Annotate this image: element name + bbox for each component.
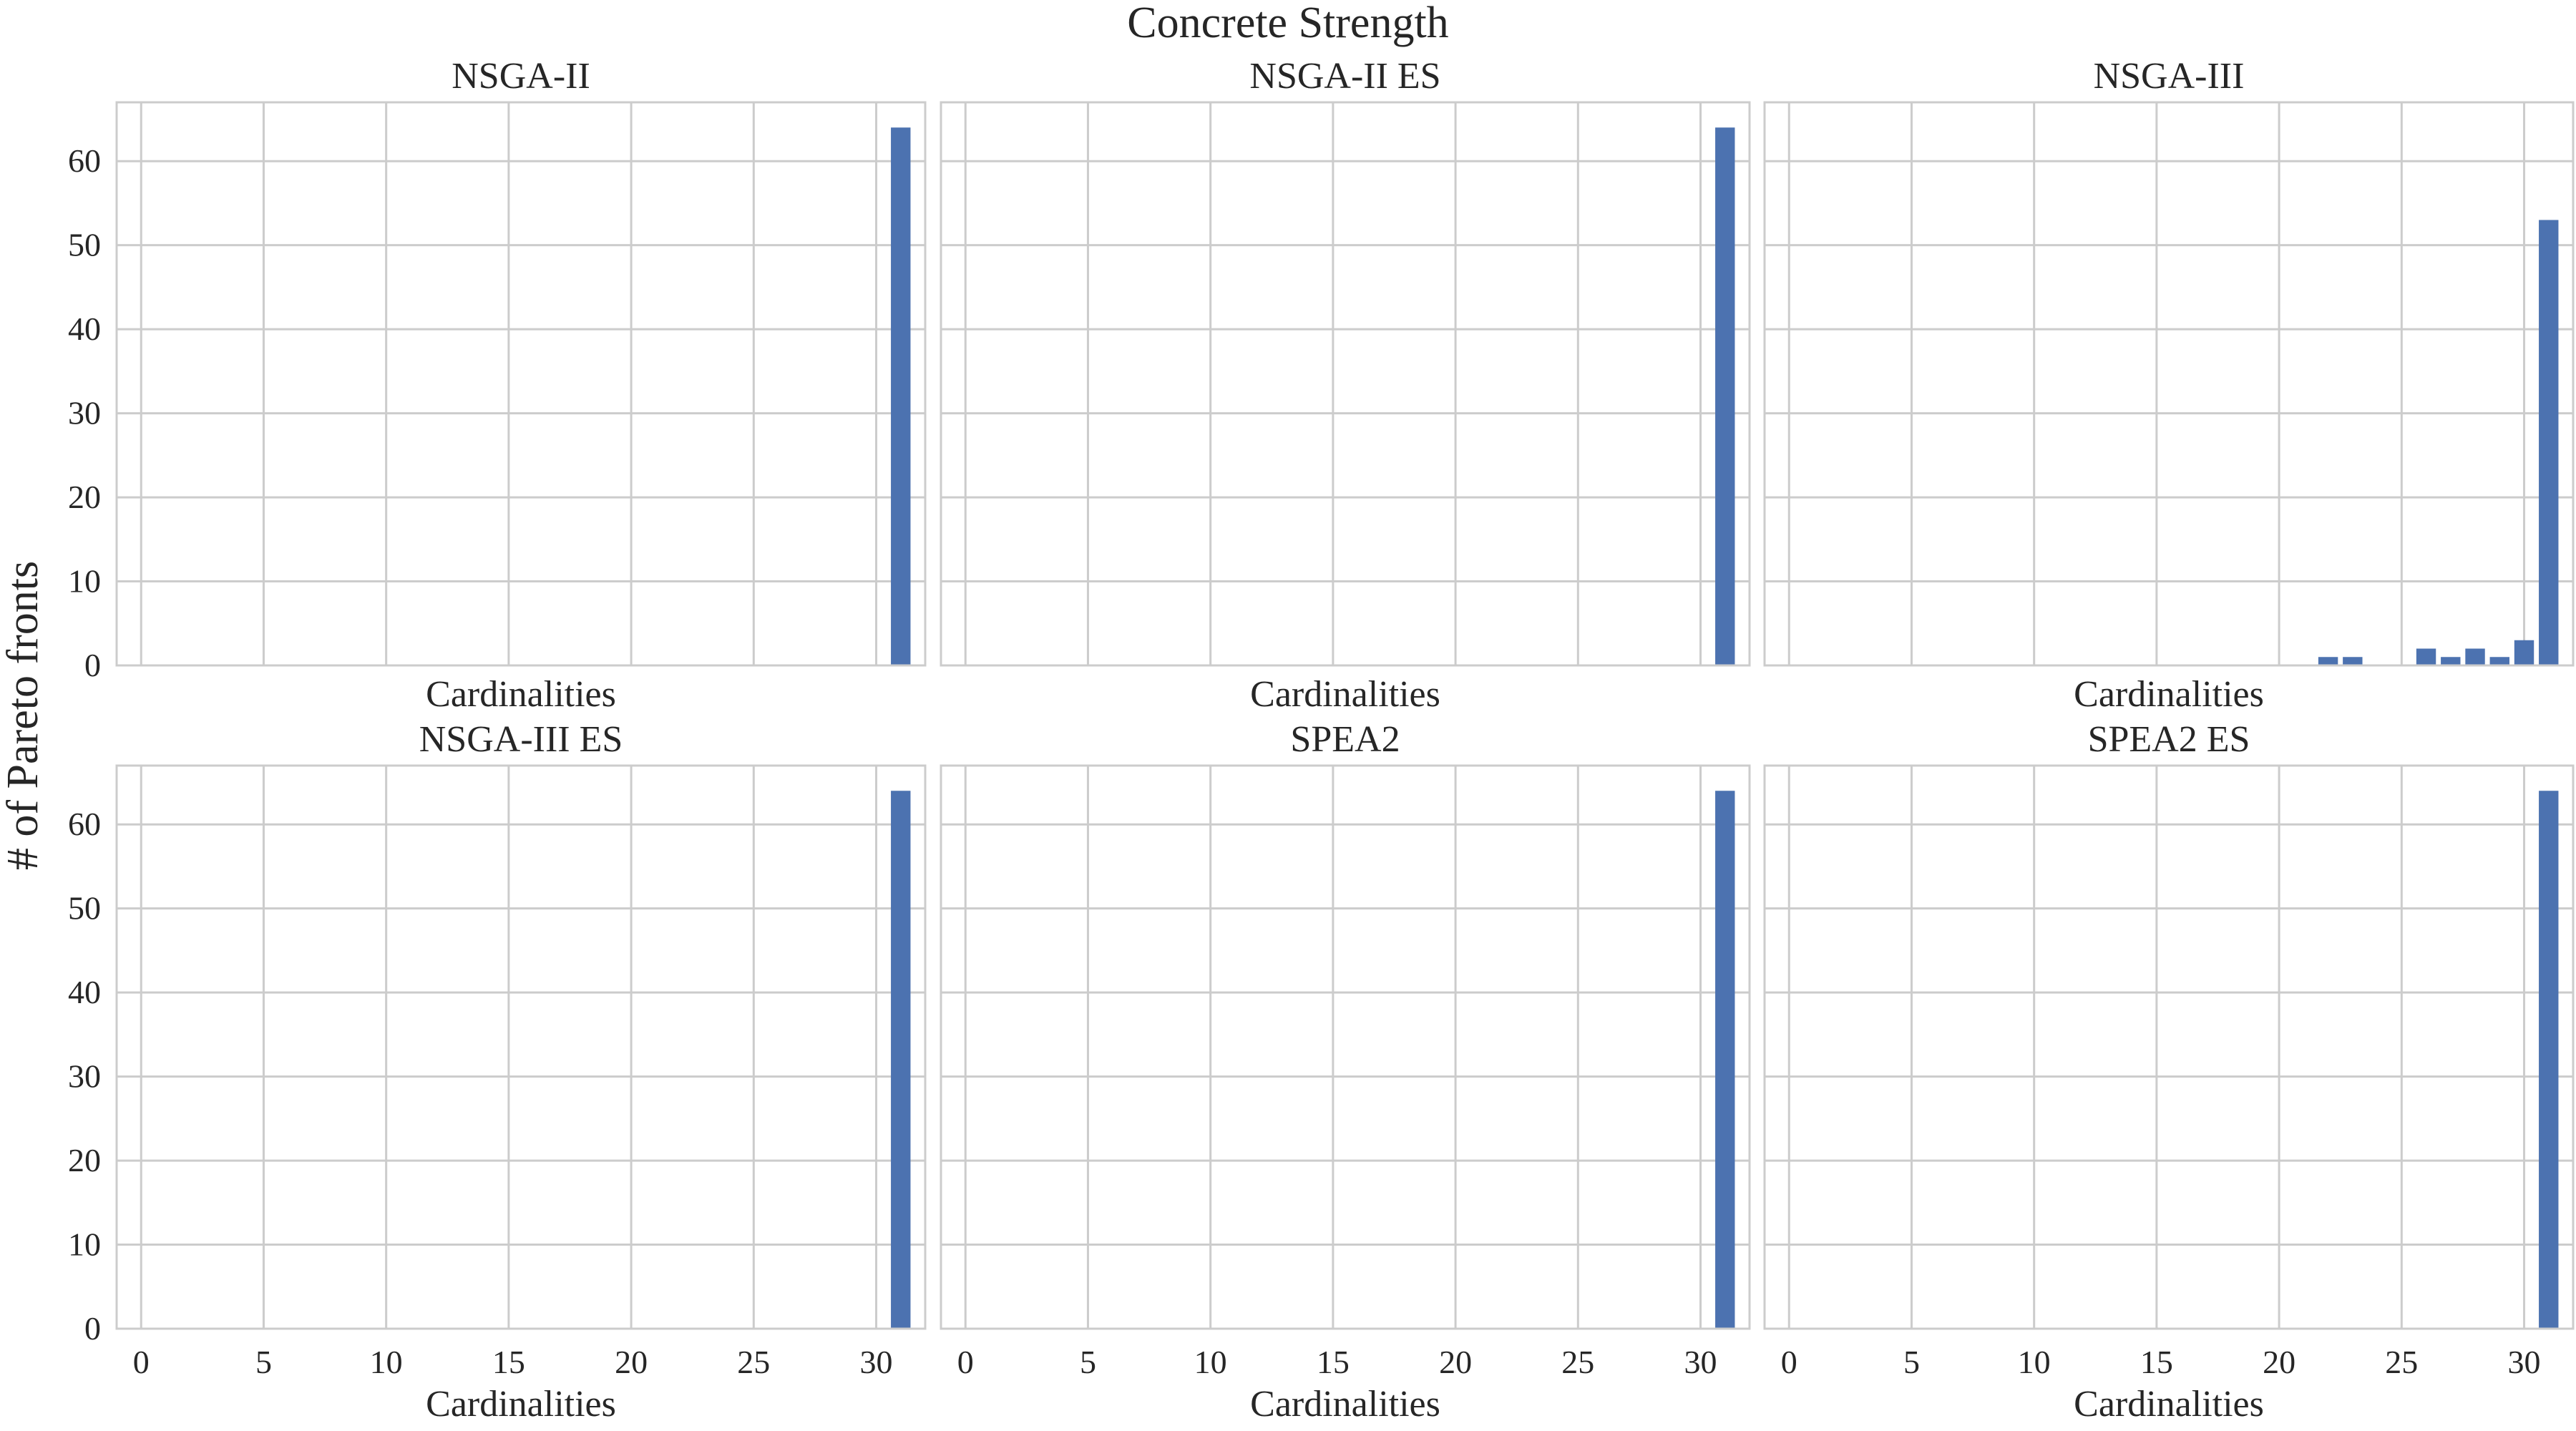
y-tick-label: 30: [68, 395, 101, 431]
y-tick-label: 60: [68, 142, 101, 179]
x-tick-label: 15: [1317, 1344, 1350, 1380]
x-tick-label: 20: [2263, 1344, 2296, 1380]
plot-frame: [1763, 101, 2575, 667]
subplot-6: 0 5 10 15 20 25 30 Cardinalities SPEA2 ES: [1763, 719, 2575, 1425]
y-tick-label: 20: [68, 479, 101, 515]
y-tick-label: 40: [68, 311, 101, 347]
plot-frame: [940, 101, 1751, 667]
x-tick-label: 25: [2385, 1344, 2418, 1380]
y-tick-label: 10: [68, 563, 101, 600]
x-tick-label: 20: [615, 1344, 648, 1380]
plot-frame: [115, 764, 927, 1330]
figure-title: Concrete Strength: [1127, 0, 1448, 47]
x-tick-label: 0: [1781, 1344, 1797, 1380]
x-tick-label: 5: [255, 1344, 272, 1380]
plot-frame: [940, 764, 1751, 1330]
x-tick-label: 5: [1903, 1344, 1920, 1380]
x-tick-label: 30: [860, 1344, 893, 1380]
x-tick-label: 10: [370, 1344, 403, 1380]
y-tick-label: 50: [68, 227, 101, 263]
y-tick-label: 40: [68, 974, 101, 1010]
bar: [1715, 127, 1735, 666]
bar: [2514, 640, 2534, 665]
x-tick-label: 25: [737, 1344, 770, 1380]
bar: [2489, 657, 2509, 665]
bar: [2539, 220, 2559, 665]
x-axis-label: Cardinalities: [2074, 1384, 2264, 1425]
bar: [2465, 648, 2485, 665]
x-tick-label: 30: [1684, 1344, 1717, 1380]
y-tick-label: 60: [68, 806, 101, 842]
bar: [1715, 791, 1735, 1329]
y-tick-label: 20: [68, 1142, 101, 1178]
x-axis-label: Cardinalities: [426, 674, 616, 715]
plot-frame: [115, 101, 927, 667]
bar: [2441, 657, 2461, 665]
subplot-5: 0 5 10 15 20 25 30 Cardinalities SPEA2: [940, 719, 1751, 1425]
subplot-title: NSGA-III ES: [419, 719, 623, 760]
x-tick-label: 5: [1080, 1344, 1096, 1380]
plot-frame: [1763, 764, 2575, 1330]
subplot-title: NSGA-II: [452, 56, 590, 97]
y-tick-label: 30: [68, 1058, 101, 1095]
subplot-2: Cardinalities NSGA-II ES: [940, 56, 1751, 715]
x-tick-label: 0: [133, 1344, 150, 1380]
x-axis-label: Cardinalities: [426, 1384, 616, 1425]
bar: [2318, 657, 2338, 665]
subplot-1: 0 10 20 30 40 50 60 Cardinalities NSGA-II: [68, 56, 927, 715]
x-tick-label: 10: [1194, 1344, 1227, 1380]
y-tick-label: 0: [84, 647, 101, 683]
x-tick-label: 15: [2140, 1344, 2173, 1380]
x-tick-label: 30: [2508, 1344, 2541, 1380]
subplot-title: SPEA2: [1290, 719, 1400, 760]
figure-y-axis-label: # of Pareto fronts: [0, 561, 47, 870]
x-tick-label: 15: [492, 1344, 525, 1380]
x-tick-label: 10: [2018, 1344, 2051, 1380]
bar: [891, 127, 911, 666]
y-tick-label: 10: [68, 1226, 101, 1263]
subplot-title: SPEA2 ES: [2088, 719, 2250, 760]
subplot-title: NSGA-II ES: [1249, 56, 1440, 97]
subplot-grid: 0102030405060CardinalitiesNSGA-IICardina…: [68, 56, 2575, 1425]
bar: [2539, 791, 2559, 1329]
bar: [891, 791, 911, 1329]
bar: [2343, 657, 2363, 665]
subplot-3: Cardinalities NSGA-III: [1763, 56, 2575, 715]
x-tick-label: 25: [1561, 1344, 1594, 1380]
x-tick-label: 20: [1439, 1344, 1472, 1380]
bar: [2416, 648, 2436, 665]
subplot-title: NSGA-III: [2094, 56, 2245, 97]
y-tick-label: 0: [84, 1310, 101, 1347]
x-axis-label: Cardinalities: [2074, 674, 2264, 715]
x-tick-label: 0: [957, 1344, 974, 1380]
subplot-4: 0 10 20 30 40 50 60 0 5 10 15 20 25 30 Cardinalities NS…: [68, 719, 927, 1425]
x-axis-label: Cardinalities: [1250, 1384, 1440, 1425]
y-tick-label: 50: [68, 890, 101, 927]
x-axis-label: Cardinalities: [1250, 674, 1440, 715]
